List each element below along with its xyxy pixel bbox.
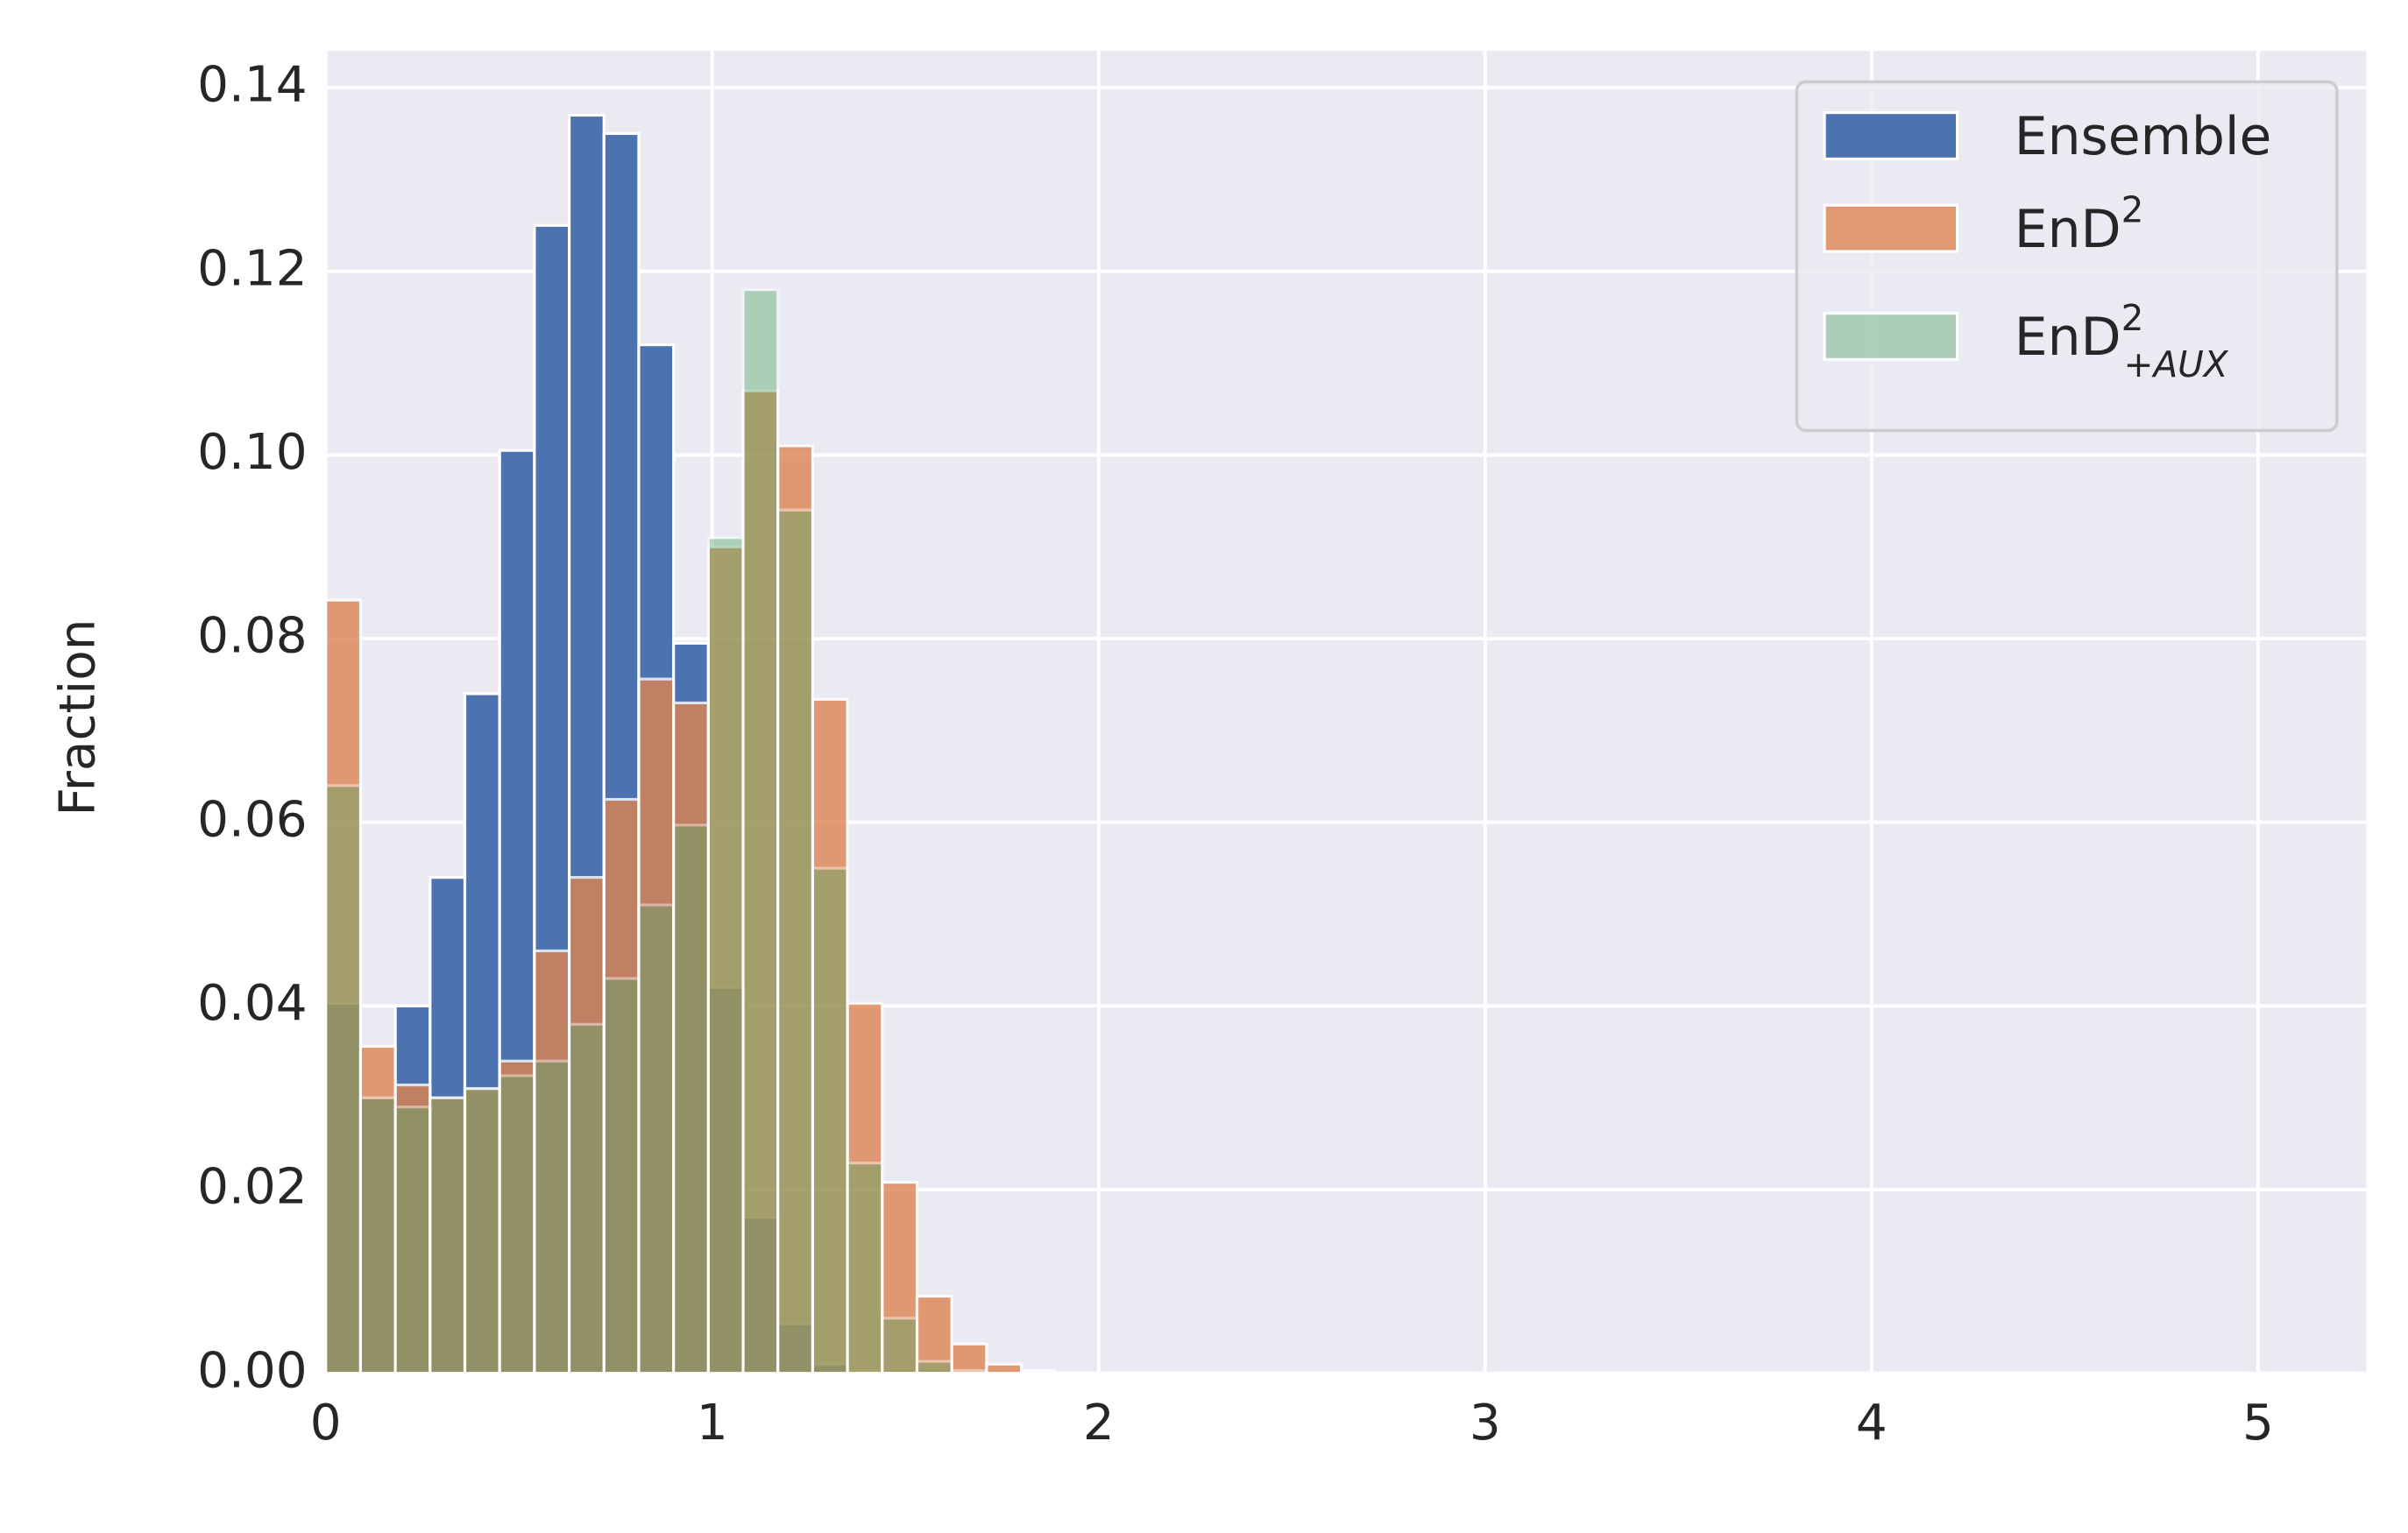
bar	[950, 1342, 988, 1375]
bar	[741, 389, 780, 1375]
bar	[428, 1096, 467, 1375]
bar	[811, 866, 849, 1375]
bar	[533, 1059, 571, 1375]
y-tick-label: 0.08	[197, 608, 308, 665]
y-tick-label: 0.12	[197, 240, 308, 297]
bar	[881, 1181, 919, 1375]
legend-label-text: EnD	[2015, 199, 2121, 260]
bar	[846, 1162, 884, 1375]
bar	[706, 536, 745, 1375]
legend-label-text: Ensemble	[2015, 106, 2272, 167]
bar	[498, 1059, 536, 1375]
y-tick-label: 0.14	[197, 57, 308, 114]
legend-swatch	[1823, 311, 1959, 362]
bar	[741, 288, 780, 1375]
bar	[881, 1317, 919, 1375]
y-tick-label: 0.06	[197, 791, 308, 848]
bar	[950, 1368, 988, 1375]
bar	[428, 1096, 467, 1375]
legend-label: Ensemble	[2015, 106, 2272, 167]
y-tick-label: 0.10	[197, 424, 308, 481]
bar-series	[324, 389, 1058, 1375]
x-tick-label: 5	[2242, 1395, 2274, 1452]
x-tick-label: 0	[310, 1395, 342, 1452]
bar	[393, 1106, 432, 1375]
legend-label: EnD2 +AUX	[2015, 297, 2229, 385]
bar	[1020, 1368, 1058, 1375]
legend-label-sup: 2	[2121, 189, 2144, 231]
legend-label-sub: +AUX	[2124, 343, 2229, 385]
bar	[324, 598, 363, 1375]
bar	[567, 1022, 606, 1375]
legend-swatch	[1823, 203, 1959, 253]
legend-label-sup: 2	[2121, 297, 2144, 339]
bar	[463, 1087, 501, 1375]
bar	[985, 1362, 1023, 1375]
legend-label-text: EnD	[2015, 307, 2121, 368]
legend-label: EnD2	[2015, 189, 2144, 260]
bar	[498, 1074, 536, 1375]
bar-series	[324, 288, 988, 1375]
legend-swatch	[1823, 111, 1959, 161]
y-axis-label: Fraction	[49, 619, 106, 816]
bar	[672, 701, 710, 1375]
y-tick-label: 0.02	[197, 1159, 308, 1216]
bar	[672, 823, 710, 1375]
bar	[915, 1360, 953, 1375]
bar	[324, 784, 363, 1375]
x-tick-label: 4	[1856, 1395, 1887, 1452]
bar	[463, 1087, 501, 1375]
bar	[393, 1083, 432, 1375]
legend-box	[1795, 80, 2339, 433]
bar	[602, 977, 641, 1375]
bar	[776, 508, 815, 1375]
x-tick-label: 3	[1470, 1395, 1501, 1452]
bar	[706, 545, 745, 1375]
bar	[915, 1295, 953, 1375]
y-tick-label: 0.04	[197, 975, 308, 1032]
bar	[637, 903, 676, 1375]
bar	[811, 697, 849, 1375]
bar	[358, 1096, 397, 1375]
y-tick-label: 0.00	[197, 1342, 308, 1399]
x-tick-label: 2	[1083, 1395, 1115, 1452]
x-tick-label: 1	[697, 1395, 728, 1452]
bar	[533, 949, 571, 1375]
bar	[567, 876, 606, 1375]
